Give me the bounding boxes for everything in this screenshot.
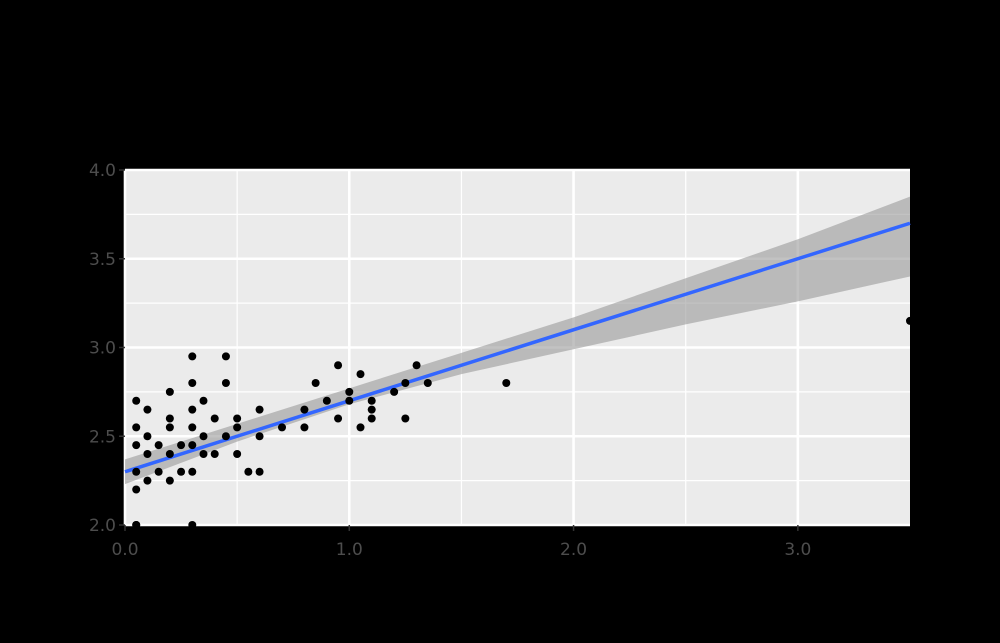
y-tick-label: 2.5 <box>89 427 116 447</box>
x-tick-label: 0.0 <box>111 540 138 560</box>
data-point <box>278 423 286 432</box>
data-point <box>165 387 174 396</box>
data-point <box>154 441 163 450</box>
data-point <box>188 379 197 387</box>
data-point <box>177 441 186 450</box>
data-point <box>132 423 141 432</box>
data-point <box>143 432 152 441</box>
data-point <box>165 414 174 423</box>
fit-line-layer <box>124 221 911 474</box>
data-point <box>423 379 432 387</box>
fit-line <box>124 221 911 474</box>
data-point <box>188 467 197 476</box>
data-point <box>143 450 152 458</box>
data-points-layer <box>132 316 914 529</box>
data-point <box>345 396 354 405</box>
data-point <box>300 423 309 432</box>
data-point <box>188 441 197 450</box>
x-tick-label: 3.0 <box>784 540 811 560</box>
data-point <box>177 467 186 476</box>
data-point <box>210 450 219 458</box>
data-point <box>221 352 230 361</box>
data-point <box>322 396 331 405</box>
data-point <box>401 379 410 387</box>
data-point <box>221 379 230 387</box>
data-point <box>401 414 410 423</box>
x-tick-label: 1.0 <box>336 540 363 560</box>
data-point <box>199 396 208 405</box>
data-point <box>412 361 421 370</box>
data-point <box>233 423 242 432</box>
data-point <box>367 414 376 423</box>
axis-ticks-layer: 2.0 2.5 3.0 3.5 4.0 0.0 1.0 2.0 3.0 <box>89 161 811 560</box>
data-point <box>165 423 174 432</box>
data-point <box>143 476 152 485</box>
data-point <box>345 387 354 396</box>
data-point <box>255 405 264 414</box>
data-point <box>154 467 163 476</box>
data-point <box>390 387 399 396</box>
data-point <box>233 414 242 423</box>
data-point <box>502 379 511 387</box>
data-point <box>132 396 141 405</box>
data-point <box>300 405 309 414</box>
y-tick-label: 3.0 <box>89 339 116 359</box>
confidence-band-layer <box>125 196 910 485</box>
data-point <box>367 396 376 405</box>
data-point <box>132 441 141 450</box>
data-point <box>132 485 141 494</box>
data-point <box>367 405 376 414</box>
x-tick-label: 2.0 <box>560 540 587 560</box>
data-point <box>132 521 141 529</box>
y-tick-label: 4.0 <box>89 161 116 181</box>
confidence-band <box>125 196 910 485</box>
data-point <box>356 370 365 379</box>
data-point <box>356 423 365 432</box>
data-point <box>210 414 219 423</box>
data-point <box>132 467 141 476</box>
data-point <box>255 467 264 476</box>
data-point <box>188 521 197 529</box>
data-point <box>188 423 197 432</box>
data-point <box>906 316 914 325</box>
data-point <box>199 432 208 441</box>
y-tick-label: 2.0 <box>89 516 116 536</box>
data-point <box>188 352 197 361</box>
data-point <box>221 432 230 441</box>
data-point <box>244 467 253 476</box>
data-point <box>143 405 152 414</box>
data-point <box>334 361 343 370</box>
data-point <box>334 414 343 423</box>
data-point <box>311 379 320 387</box>
data-point <box>255 432 264 441</box>
y-tick-label: 3.5 <box>89 250 116 270</box>
data-point <box>233 450 242 458</box>
data-point <box>199 450 208 458</box>
data-point <box>165 476 174 485</box>
data-point <box>165 450 174 458</box>
data-point <box>188 405 197 414</box>
